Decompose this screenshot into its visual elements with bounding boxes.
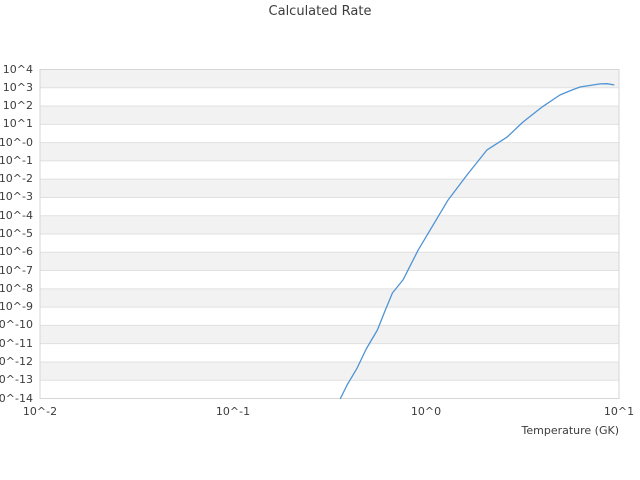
- plot-band: [40, 197, 619, 216]
- plot-band: [40, 252, 619, 271]
- x-tick-label: 10^-1: [215, 405, 251, 418]
- chart-title: Calculated Rate: [268, 4, 372, 19]
- y-tick-label: 10^-9: [0, 300, 33, 314]
- y-tick-label: 10^-3: [0, 190, 33, 204]
- plot-band: [40, 179, 619, 198]
- y-tick-label: 10^-13: [0, 373, 33, 387]
- x-tick-label: 10^-2: [22, 405, 58, 418]
- y-tick-label: 10^-7: [0, 263, 33, 277]
- plot-band: [40, 160, 619, 180]
- plot-band: [40, 142, 619, 161]
- plot-band: [40, 325, 619, 344]
- y-tick-label: 10^-10: [0, 318, 33, 332]
- plot-band: [40, 343, 619, 362]
- y-tick-label: 10^-4: [0, 208, 33, 222]
- y-tick-label: 10^-14: [0, 391, 33, 405]
- y-tick-label: 10^-12: [0, 354, 33, 368]
- y-tick-label: 10^-0: [0, 135, 33, 149]
- plot-band: [40, 270, 619, 289]
- y-tick-label: 10^-2: [0, 172, 33, 186]
- plot-band: [40, 87, 619, 107]
- plot-band: [40, 288, 619, 308]
- y-tick-label: 10^-11: [0, 336, 33, 350]
- x-tick-label: 10^0: [410, 405, 442, 418]
- y-tick-label: 10^-1: [0, 153, 33, 167]
- rate-curve: [339, 83, 615, 400]
- plot-band: [40, 124, 619, 143]
- y-tick-label: 10^3: [2, 80, 33, 94]
- y-tick-label: 10^-5: [0, 227, 33, 240]
- plot-band: [40, 106, 619, 125]
- plot-band: [40, 215, 619, 234]
- plot-band: [40, 380, 619, 399]
- y-tick-label: 10^2: [2, 99, 33, 113]
- plot-band: [40, 361, 619, 381]
- plot-band: [40, 69, 619, 88]
- x-axis-title: Temperature (GK): [521, 424, 620, 437]
- plot-band: [40, 234, 619, 253]
- plot-band: [40, 307, 619, 326]
- y-tick-label: 10^4: [2, 62, 33, 76]
- plot-border: [39, 69, 620, 399]
- x-tick-label: 10^1: [603, 405, 635, 418]
- y-tick-label: 10^-6: [0, 245, 33, 259]
- y-tick-label: 10^-8: [0, 281, 33, 295]
- y-tick-label: 10^1: [2, 117, 33, 131]
